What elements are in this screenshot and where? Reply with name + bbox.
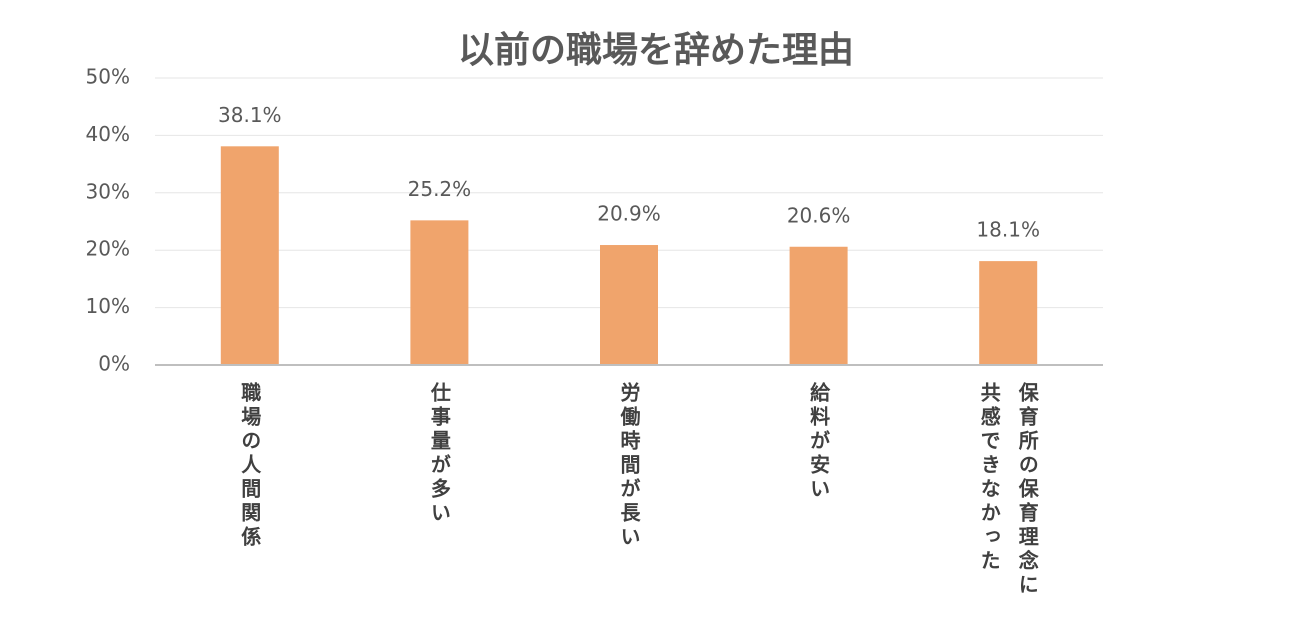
bar [600,245,658,365]
y-tick-label: 40% [86,122,130,146]
y-tick-label: 50% [86,65,130,89]
data-label: 20.6% [787,203,851,227]
y-tick-label: 0% [98,352,130,376]
data-label: 20.9% [597,202,661,226]
data-label: 25.2% [408,177,472,201]
x-tick-label: 保育所の保育理念に共感できなかった [977,382,1040,598]
y-tick-label: 10% [86,294,130,318]
x-tick-label: 給料が安い [806,382,831,502]
data-label: 18.1% [976,218,1040,242]
x-tick-label: 仕事量が多い [427,382,452,526]
bar [979,261,1038,365]
x-tick-label: 職場の人間関係 [237,382,262,550]
bar [789,246,848,365]
y-tick-label: 30% [86,179,130,203]
x-tick-label: 労働時間が長い [617,382,641,550]
data-label: 38.1% [218,103,282,127]
bar [220,146,279,365]
bar [410,220,469,365]
y-tick-label: 20% [86,237,130,261]
chart-title: 以前の職場を辞めた理由 [458,30,854,71]
